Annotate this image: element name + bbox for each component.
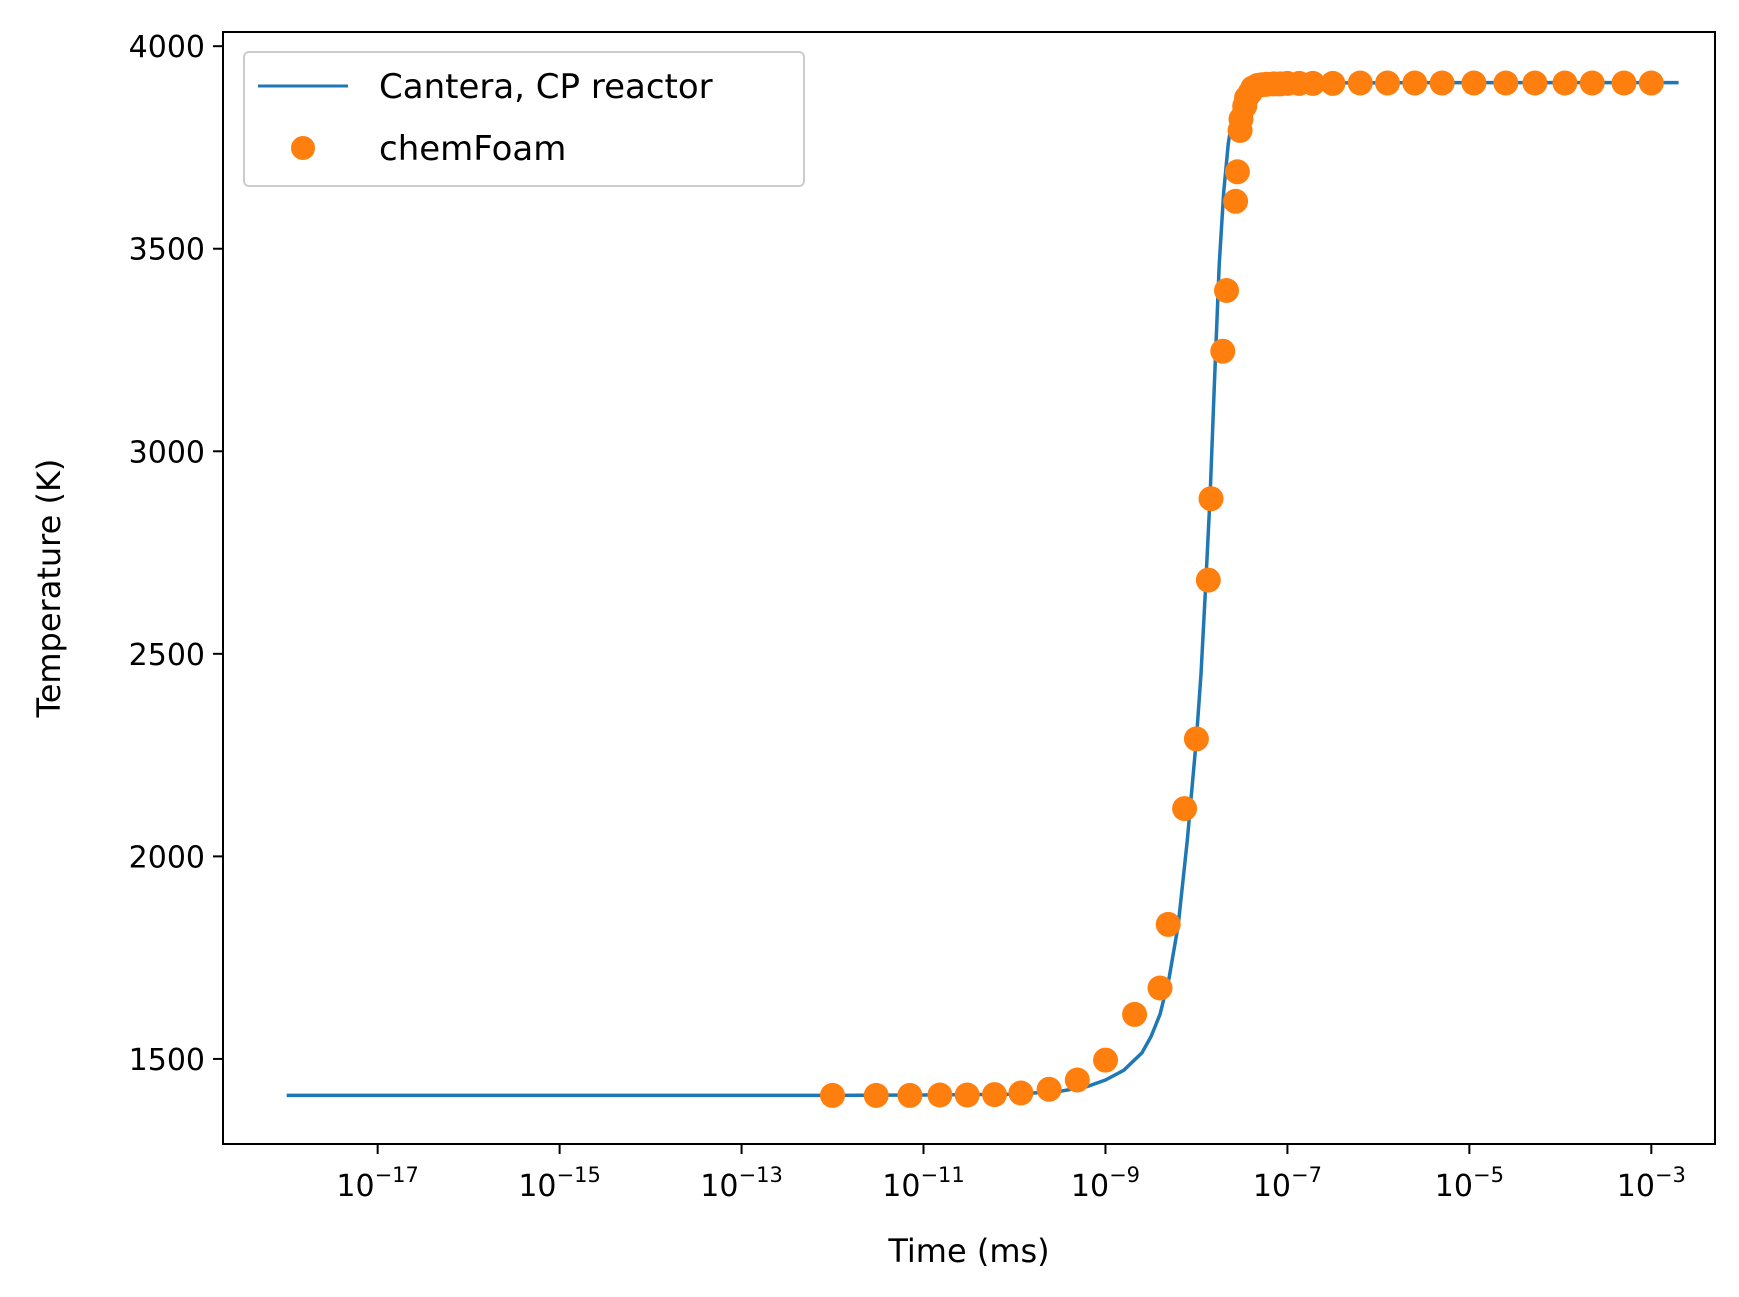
chemfoam-point [1347, 70, 1373, 96]
chemfoam-point [1214, 278, 1239, 303]
axes-frame [222, 31, 1716, 1145]
chemfoam-point [1429, 70, 1455, 96]
chemfoam-point [1638, 70, 1664, 96]
x-tick-label: 10−9 [1071, 1163, 1140, 1204]
chemfoam-point [1183, 726, 1209, 752]
x-tick-label: 10−5 [1435, 1163, 1504, 1204]
y-tick-label: 1500 [129, 1043, 205, 1078]
chemfoam-point [1223, 188, 1249, 214]
legend-swatch-marker [291, 136, 315, 160]
chemfoam-point [1155, 911, 1181, 937]
chemfoam-point [1210, 338, 1236, 364]
chemfoam-point [1147, 975, 1173, 1001]
chemfoam-point [1224, 159, 1250, 185]
legend-label-chemfoam: chemFoam [379, 129, 566, 169]
chemfoam-point [954, 1082, 980, 1108]
y-tick-label: 4000 [129, 30, 205, 65]
legend-box [243, 51, 805, 187]
data-layer [286, 70, 1679, 1108]
chemfoam-point [1579, 70, 1605, 96]
chemfoam-point [863, 1082, 889, 1108]
chemfoam-point [897, 1082, 923, 1108]
x-tick-label: 10−17 [336, 1163, 419, 1204]
chemfoam-point [1300, 70, 1326, 96]
plot-area [286, 70, 1679, 1108]
chemfoam-point [1320, 70, 1346, 96]
legend-label-cantera: Cantera, CP reactor [379, 67, 713, 107]
y-tick-label: 3000 [129, 435, 205, 470]
y-tick-label: 2000 [129, 840, 205, 875]
x-tick-label: 10−11 [882, 1163, 965, 1204]
x-tick-label: 10−13 [700, 1163, 783, 1204]
chemfoam-point [1036, 1076, 1062, 1102]
chemfoam-point [1375, 70, 1400, 96]
chemfoam-point [1122, 1001, 1148, 1027]
x-tick-label: 10−7 [1253, 1163, 1322, 1204]
axes: 10−17 10−15 10−13 10−11 10−9 10−7 10−5 10−3 1500… [129, 30, 1716, 1204]
chemfoam-point [1195, 567, 1221, 593]
chemfoam-point [1461, 70, 1487, 96]
chemfoam-point [1093, 1047, 1118, 1073]
x-tick-label: 10−3 [1617, 1163, 1686, 1204]
chemfoam-point [982, 1082, 1007, 1108]
chemfoam-point [1522, 70, 1548, 96]
chemfoam-point [1611, 70, 1637, 96]
chemfoam-point [927, 1082, 953, 1108]
x-tick-label: 10−15 [518, 1163, 601, 1204]
y-axis-label: Temperature (K) [30, 459, 68, 719]
chemfoam-point [1172, 796, 1198, 822]
y-tick-label: 2500 [129, 638, 205, 673]
chemfoam-point [1402, 70, 1428, 96]
chemfoam-point [1198, 486, 1224, 512]
chemfoam-point [1008, 1080, 1034, 1106]
y-tick-label: 3500 [129, 233, 205, 268]
legend: Cantera, CP reactor chemFoam [243, 51, 805, 187]
chemfoam-point [1552, 70, 1578, 96]
x-axis-label: Time (ms) [887, 1232, 1049, 1270]
chemfoam-point [1064, 1067, 1090, 1093]
chemfoam-point [1493, 70, 1519, 96]
chemfoam-point [820, 1082, 845, 1108]
